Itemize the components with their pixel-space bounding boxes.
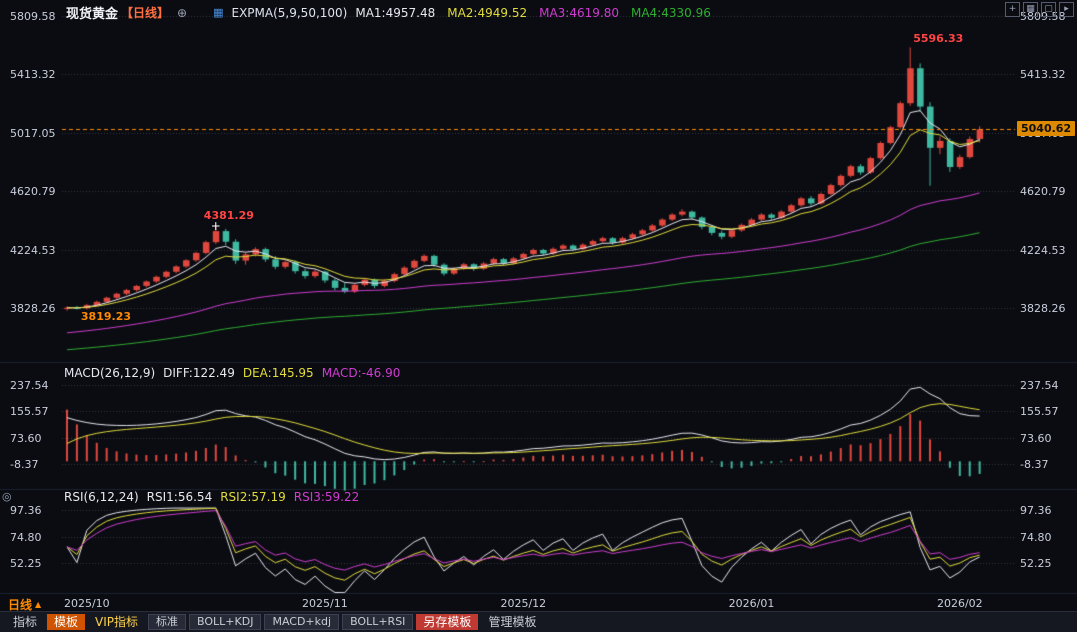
rsi1-label: RSI1:56.54 bbox=[146, 490, 213, 504]
tab-vip-indicator[interactable]: VIP指标 bbox=[95, 615, 139, 629]
local-high-annotation: 4381.29 bbox=[203, 209, 254, 223]
main-axis-label-left: 5413.32 bbox=[10, 68, 56, 82]
last-price-tag: 5040.62 bbox=[1017, 121, 1076, 137]
chart-header: 现货黄金 【日线】 ⊕ ▦ EXPMA(5,9,50,100) MA1:4957… bbox=[66, 3, 723, 23]
x-axis-label: 2025/12 bbox=[500, 597, 547, 610]
macd-dea-label: DEA:145.95 bbox=[242, 366, 314, 380]
macd-axis-label-left: -8.37 bbox=[10, 458, 39, 471]
macd-axis-label-right: 155.57 bbox=[1020, 405, 1059, 418]
main-axis-label-left: 5809.58 bbox=[10, 10, 56, 23]
bottom-toolbar: 指标 模板 VIP指标 标准 BOLL+KDJ MACD+kdj BOLL+RSI 另存模板管… bbox=[0, 611, 1077, 632]
macd-axis-label-right: -8.37 bbox=[1020, 458, 1049, 471]
ma-values: MA1:4957.48 MA2:4949.52 MA3:4619.80 MA4:433… bbox=[355, 6, 723, 20]
period-tag: 【日线】 bbox=[121, 6, 170, 20]
collapse-panel-icon[interactable]: ▸ bbox=[1059, 2, 1074, 17]
ma1-value-label: MA1:4957.48 bbox=[355, 5, 436, 20]
main-axis-label-right: 4620.79 bbox=[1020, 185, 1066, 199]
tab-template[interactable]: 模板 bbox=[47, 614, 86, 630]
low-price-annotation: 3819.23 bbox=[80, 310, 132, 324]
rsi-axis-label-right: 52.25 bbox=[1020, 557, 1052, 570]
preset-macd-kdj[interactable]: MACD+kdj bbox=[264, 614, 340, 630]
period-up-triangle-icon[interactable]: ▲ bbox=[35, 600, 42, 609]
main-axis-label-left: 3828.26 bbox=[10, 302, 56, 315]
period-selector[interactable]: 日线 bbox=[8, 598, 33, 612]
rsi-axis-label-left: 74.80 bbox=[10, 530, 42, 544]
main-axis-label-left: 5017.05 bbox=[10, 126, 56, 140]
macd-axis-label-right: 73.60 bbox=[1020, 431, 1052, 445]
rsi2-label: RSI2:57.19 bbox=[220, 490, 286, 504]
rsi-axis-label-left: 97.36 bbox=[10, 504, 42, 517]
main-axis-label-right: 4224.53 bbox=[1020, 243, 1066, 257]
single-layout-icon[interactable]: ▢ bbox=[1041, 2, 1056, 17]
main-axis-label-right: 5413.32 bbox=[1020, 68, 1066, 82]
macd-axis-label-left: 73.60 bbox=[10, 431, 42, 445]
macd-diff-label: DIFF:122.49 bbox=[163, 366, 235, 380]
macd-params-label: MACD(26,12,9) bbox=[64, 366, 156, 380]
main-axis-label-left: 4224.53 bbox=[10, 243, 56, 257]
target-icon[interactable]: ◎ bbox=[2, 490, 12, 503]
rsi3-label: RSI3:59.22 bbox=[293, 490, 360, 504]
main-axis-label-right: 3828.26 bbox=[1020, 302, 1066, 315]
save-template-button[interactable]: 另存模板 bbox=[416, 614, 479, 630]
indicator-name-label: EXPMA(5,9,50,100) bbox=[231, 5, 348, 20]
ma4-value-label: MA4:4330.96 bbox=[630, 5, 711, 20]
rsi-axis-label-left: 52.25 bbox=[10, 557, 42, 570]
grid-layout-icon[interactable]: ▦ bbox=[1023, 2, 1038, 17]
preset-boll-kdj[interactable]: BOLL+KDJ bbox=[189, 614, 262, 630]
crosshair-marker-icon: + bbox=[210, 219, 221, 234]
window-controls: + ▦ ▢ ▸ bbox=[1005, 2, 1074, 17]
add-indicator-icon[interactable]: ⊕ bbox=[177, 5, 188, 20]
main-axis-label-left: 4620.79 bbox=[10, 185, 56, 199]
tab-indicator[interactable]: 指标 bbox=[13, 615, 38, 629]
macd-axis-label-right: 237.54 bbox=[1020, 378, 1059, 392]
x-axis-label: 2025/10 bbox=[63, 597, 110, 610]
add-chart-icon[interactable]: + bbox=[1005, 2, 1020, 17]
period-selector-row: 日线 ▲ bbox=[8, 596, 41, 613]
x-axis-label: 2025/11 bbox=[302, 597, 348, 610]
preset-boll-rsi[interactable]: BOLL+RSI bbox=[342, 614, 414, 630]
x-axis-label: 2026/02 bbox=[936, 597, 983, 610]
macd-header: MACD(26,12,9) DIFF:122.49 DEA:145.95 MAC… bbox=[64, 366, 400, 380]
macd-axis-label-left: 155.57 bbox=[10, 405, 49, 418]
indicator-panel-icon[interactable]: ▦ bbox=[213, 6, 224, 19]
macd-value-label: MACD:-46.90 bbox=[321, 366, 401, 380]
preset-standard[interactable]: 标准 bbox=[148, 614, 187, 630]
rsi-axis-label-right: 74.80 bbox=[1020, 530, 1052, 544]
rsi-params-label: RSI(6,12,24) bbox=[64, 490, 139, 504]
x-axis-label: 2026/01 bbox=[728, 597, 775, 610]
ma2-value-label: MA2:4949.52 bbox=[447, 5, 528, 20]
rsi-header: RSI(6,12,24) RSI1:56.54 RSI2:57.19 RSI3:… bbox=[64, 490, 359, 504]
peak-price-annotation: 5596.33 bbox=[913, 32, 964, 46]
rsi-axis-label-right: 97.36 bbox=[1020, 504, 1052, 517]
ma3-value-label: MA3:4619.80 bbox=[539, 5, 619, 20]
manage-template-button[interactable]: 管理模板 bbox=[488, 615, 537, 629]
macd-axis-label-left: 237.54 bbox=[10, 378, 49, 392]
symbol-name: 现货黄金 bbox=[66, 7, 119, 22]
